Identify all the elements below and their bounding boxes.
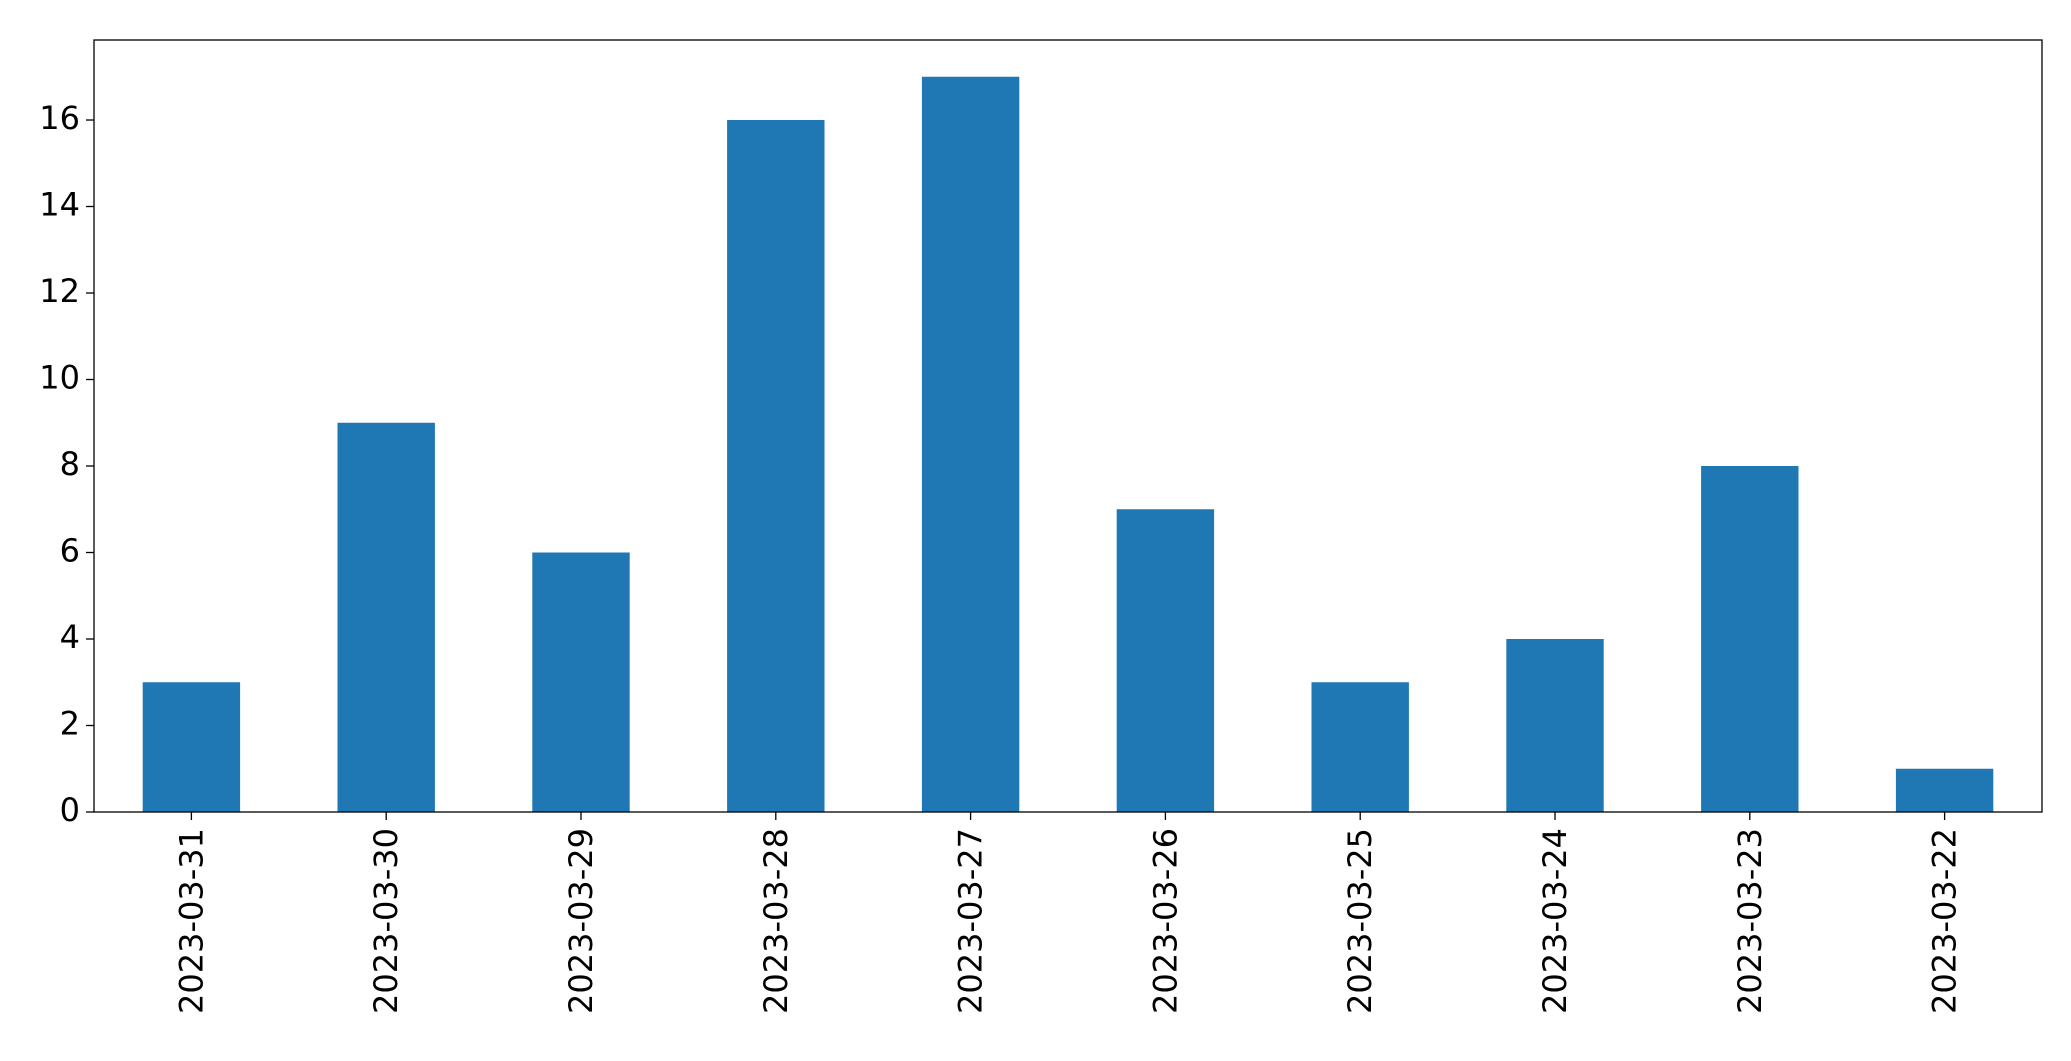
bar — [1311, 682, 1409, 812]
y-tick-label: 10 — [39, 359, 80, 397]
x-tick-label: 2023-03-27 — [952, 828, 990, 1014]
y-tick-label: 12 — [39, 272, 80, 310]
x-tick-label: 2023-03-24 — [1536, 828, 1574, 1014]
bar — [1116, 509, 1215, 812]
y-tick-label: 6 — [60, 532, 80, 570]
plot-frame — [93, 39, 2043, 813]
x-tick-label: 2023-03-29 — [562, 828, 600, 1014]
y-tick-label: 2 — [60, 705, 80, 743]
bar — [921, 76, 1020, 812]
bar — [1895, 768, 1994, 812]
x-tick-label: 2023-03-23 — [1731, 828, 1769, 1014]
y-tick-label: 8 — [60, 445, 80, 483]
bar — [337, 422, 435, 812]
x-tick-label: 2023-03-25 — [1341, 828, 1379, 1014]
y-tick-label: 0 — [60, 791, 80, 829]
bar — [1506, 639, 1604, 812]
bar — [727, 120, 825, 812]
bar — [142, 682, 241, 812]
x-tick-label: 2023-03-22 — [1926, 828, 1964, 1014]
y-tick-label: 16 — [39, 99, 80, 137]
bar — [532, 552, 630, 812]
x-tick-label: 2023-03-28 — [757, 828, 795, 1014]
x-tick-label: 2023-03-30 — [367, 828, 405, 1014]
x-tick-label: 2023-03-31 — [172, 828, 210, 1014]
bar — [1701, 466, 1799, 812]
y-tick-label: 14 — [39, 186, 80, 224]
y-tick-label: 4 — [60, 618, 80, 656]
x-tick-label: 2023-03-26 — [1146, 828, 1184, 1014]
